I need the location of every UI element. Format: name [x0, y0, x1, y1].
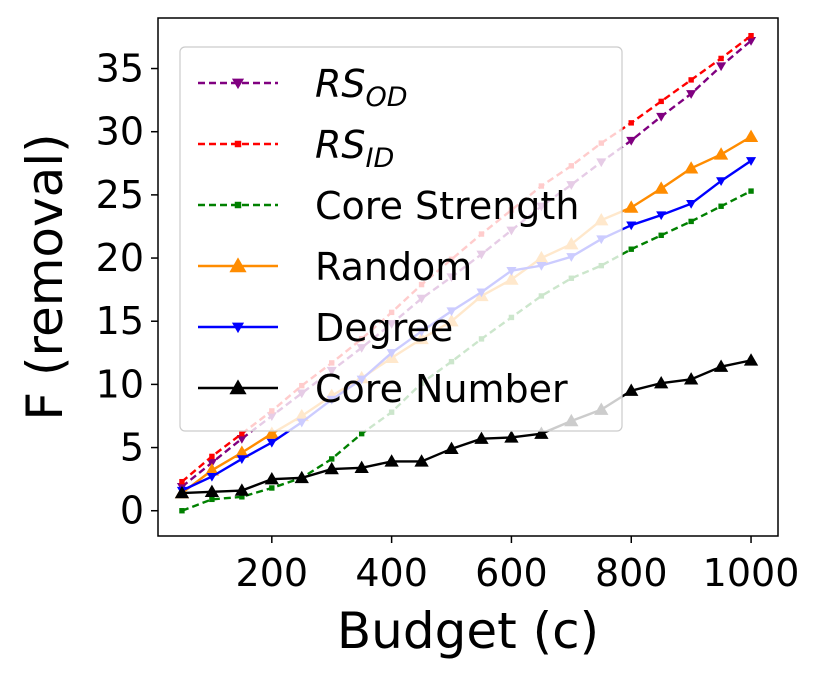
data-point-rs-od [656, 112, 667, 122]
data-point-core-strength [329, 456, 335, 462]
data-point-core-number [683, 372, 699, 385]
y-tick-label: 5 [120, 426, 144, 470]
legend-box [179, 46, 623, 432]
legend-marker-random [229, 257, 247, 273]
x-tick-label: 400 [355, 551, 428, 595]
data-point-degree [206, 472, 217, 482]
data-point-degree [626, 221, 637, 231]
data-point-random [654, 181, 669, 194]
data-point-core-strength [209, 496, 215, 503]
data-point-rs-od [716, 62, 727, 72]
data-point-rs-id [239, 430, 245, 437]
data-point-core-strength [658, 232, 664, 239]
data-point-core-number [474, 431, 489, 444]
data-point-core-number [234, 483, 250, 496]
y-axis-title: F (removal) [16, 133, 74, 420]
data-point-core-number [204, 484, 220, 497]
y-tick-label: 0 [120, 489, 144, 533]
data-point-rs-id [658, 98, 664, 105]
data-point-degree [656, 211, 667, 221]
data-point-random [264, 426, 279, 439]
data-point-core-number [384, 454, 399, 467]
data-point-degree [236, 455, 247, 464]
y-tick-label: 25 [96, 173, 144, 217]
data-point-core-number [294, 470, 309, 484]
data-point-degree [686, 200, 697, 209]
legend-marker-rs-od [231, 78, 245, 90]
data-point-core-strength [748, 188, 754, 194]
data-point-core-number [534, 426, 549, 439]
data-point-core-number [654, 375, 669, 389]
data-point-degree [716, 177, 727, 187]
series-line-core-number [181, 359, 752, 495]
data-point-core-number [414, 454, 429, 467]
y-tick-label: 35 [96, 47, 144, 91]
data-point-core-strength [269, 485, 275, 491]
legend: RSOD RSID Core Strength Random Degree Core Nu… [179, 46, 623, 432]
data-point-rs-id [628, 120, 634, 126]
data-point-degree [745, 157, 757, 166]
legend-marker-degree [231, 322, 245, 334]
data-point-rs-id [718, 55, 724, 62]
y-tick-label: 10 [96, 362, 144, 406]
data-point-rs-od [686, 90, 697, 99]
data-point-core-number [264, 471, 279, 485]
data-point-core-number [743, 353, 759, 366]
series-core-number [174, 353, 759, 499]
legend-label-core-number: Core Number [315, 367, 568, 411]
data-point-core-strength [688, 218, 694, 225]
x-axis-title: Budget (c) [337, 602, 599, 660]
data-point-random [713, 147, 729, 160]
data-point-core-strength [718, 203, 724, 209]
data-point-rs-od [236, 435, 247, 444]
data-point-core-number [324, 461, 339, 475]
data-point-core-strength [239, 494, 245, 500]
data-point-core-strength [179, 508, 185, 514]
data-point-core-strength [628, 246, 634, 252]
data-point-random [234, 445, 250, 458]
legend-marker-core-number [229, 379, 247, 395]
data-point-rs-od [745, 37, 757, 46]
data-point-degree [266, 438, 277, 448]
data-point-core-number [174, 485, 190, 499]
data-point-rs-id [179, 478, 185, 485]
x-tick-label: 200 [236, 551, 309, 595]
x-tick-label: 1000 [703, 551, 800, 595]
legend-label-core-strength: Core Strength [315, 184, 579, 228]
legend-marker-rs-id [234, 140, 242, 148]
data-point-random [683, 161, 699, 174]
data-point-rs-id [748, 32, 754, 39]
x-tick-label: 600 [475, 551, 548, 595]
plot-frame [157, 17, 779, 537]
data-point-random [204, 463, 220, 476]
data-point-core-number [713, 359, 729, 372]
data-point-rs-id [209, 453, 215, 460]
data-point-rs-id [688, 77, 694, 83]
legend-label-degree: Degree [315, 306, 453, 350]
x-tick-label: 800 [595, 551, 668, 595]
data-point-random [624, 200, 639, 213]
legend-label-random: Random [315, 245, 472, 289]
y-tick-label: 20 [96, 236, 144, 280]
legend-label-rs-id: RSID [315, 123, 394, 174]
legend-label-rs-od: RSOD [315, 62, 408, 113]
y-tick-label: 15 [96, 299, 144, 343]
data-point-core-number [354, 460, 369, 473]
y-tick-label: 30 [96, 110, 144, 154]
data-point-rs-od [626, 136, 637, 146]
data-point-core-number [444, 441, 459, 455]
data-point-core-strength [358, 430, 365, 437]
data-point-core-number [504, 430, 519, 443]
data-point-core-number [624, 383, 639, 396]
series-line-rs-od [181, 39, 752, 488]
legend-marker-core-strength [234, 201, 242, 209]
tick-group: 200 400 600 800 1000 0 5 10 15 20 25 30 35 [96, 47, 800, 595]
data-point-random [743, 129, 759, 142]
